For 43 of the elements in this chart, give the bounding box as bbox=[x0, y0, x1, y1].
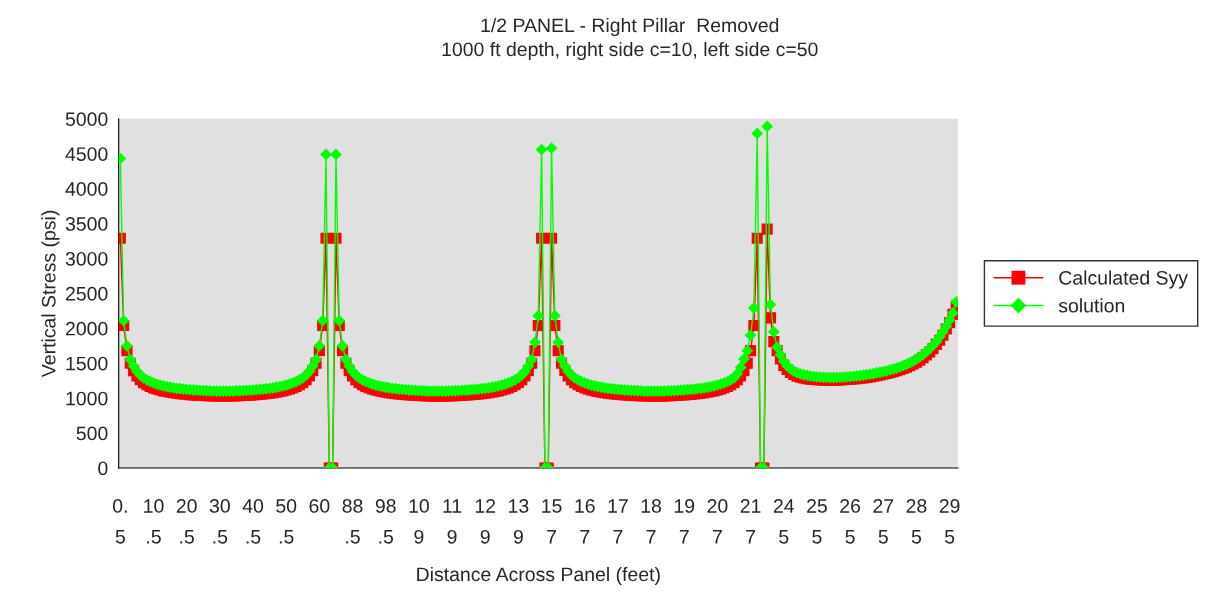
x-tick-label: 0.5 bbox=[112, 499, 127, 544]
y-tick-label: 3000 bbox=[65, 251, 108, 266]
legend-label: solution bbox=[1058, 298, 1125, 313]
x-tick-label: 10.5 bbox=[144, 499, 164, 544]
x-tick-label: 187 bbox=[641, 499, 662, 544]
x-tick-label: 167 bbox=[575, 499, 595, 544]
y-axis-title: Vertical Stress (psi) bbox=[41, 210, 60, 378]
x-tick-label: 129 bbox=[475, 499, 496, 544]
x-tick-label: 265 bbox=[840, 499, 861, 544]
x-tick-label: 30.5 bbox=[209, 499, 230, 544]
x-tick-label: 119 bbox=[443, 499, 462, 544]
x-tick-label: 88.5 bbox=[342, 499, 363, 544]
x-tick-label: 40.5 bbox=[242, 499, 264, 544]
x-tick-label: 177 bbox=[608, 499, 628, 544]
x-tick-label: 197 bbox=[674, 499, 695, 544]
x-tick-label: 255 bbox=[807, 499, 827, 544]
y-tick-label: 500 bbox=[76, 426, 108, 441]
y-tick-label: 0 bbox=[98, 461, 108, 476]
x-tick-label: 295 bbox=[939, 499, 960, 544]
y-tick-label: 5000 bbox=[65, 112, 108, 127]
y-tick-label: 1000 bbox=[66, 391, 108, 406]
y-tick-label: 3500 bbox=[65, 217, 108, 231]
y-tick-label: 2000 bbox=[65, 321, 108, 336]
x-tick-label: 157 bbox=[542, 499, 562, 544]
y-tick-label: 4500 bbox=[65, 147, 108, 161]
y-tick-label: 2500 bbox=[65, 286, 108, 301]
x-tick-label: 98.5 bbox=[375, 499, 396, 544]
x-tick-label: 139 bbox=[509, 499, 529, 544]
x-tick-label: 207 bbox=[707, 499, 728, 544]
chart-subtitle: 1000 ft depth, right side c=10, left side c=50 bbox=[442, 41, 818, 61]
x-tick-label: 20.5 bbox=[176, 499, 197, 544]
y-tick-label: 4000 bbox=[65, 182, 108, 196]
x-tick-label: 60 bbox=[309, 499, 330, 513]
legend-label: Calculated Syy bbox=[1059, 270, 1188, 289]
y-tick-label: 1500 bbox=[66, 356, 108, 371]
x-tick-label: 275 bbox=[873, 499, 894, 544]
x-tick-label: 109 bbox=[409, 499, 429, 544]
x-tick-label: 217 bbox=[740, 499, 761, 544]
chart-title: 1/2 PANEL - Right Pillar Removed bbox=[481, 17, 779, 37]
x-tick-label: 50.5 bbox=[276, 499, 297, 544]
x-tick-label: 245 bbox=[773, 499, 794, 544]
x-tick-label: 285 bbox=[906, 499, 927, 544]
x-axis-title: Distance Across Panel (feet) bbox=[417, 566, 660, 586]
